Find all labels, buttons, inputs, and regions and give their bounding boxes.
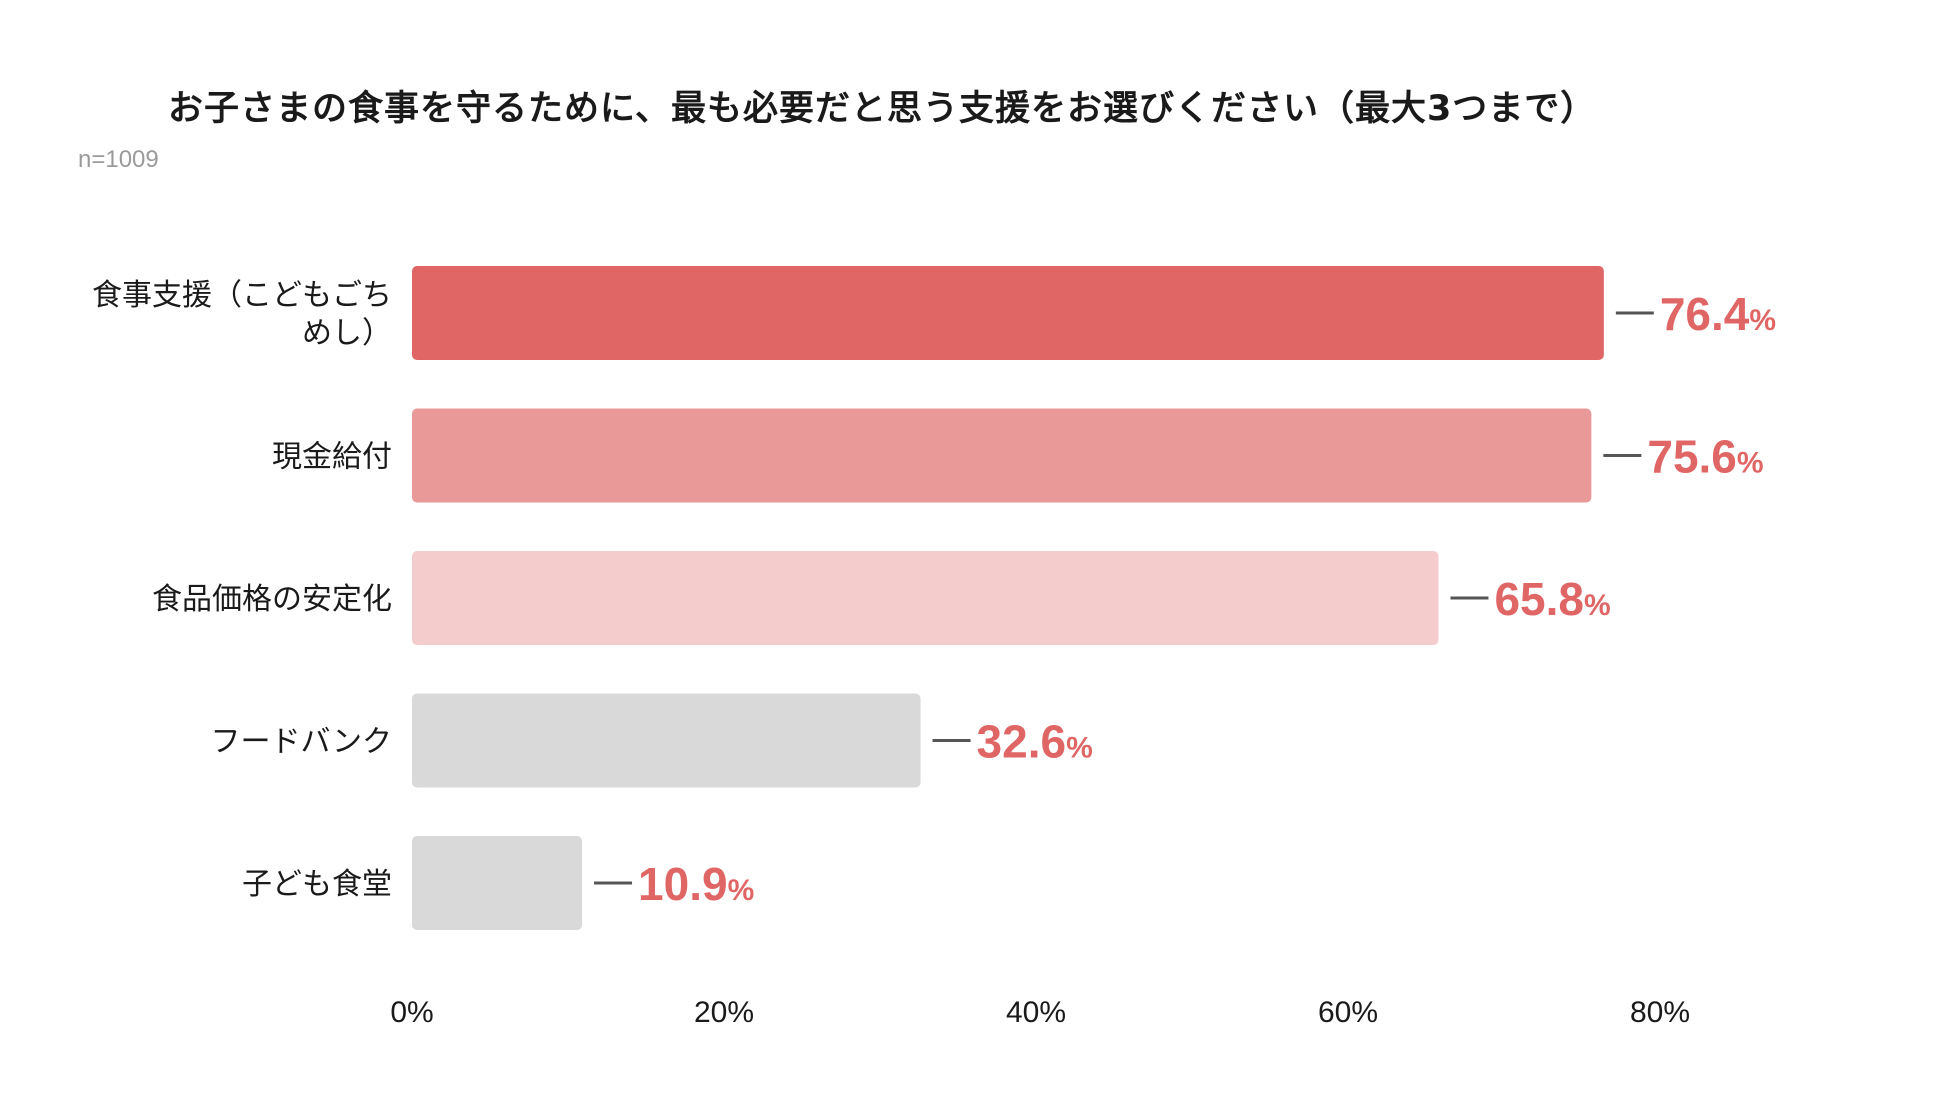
value-label: 65.8% bbox=[1494, 573, 1610, 625]
value-label: 76.4% bbox=[1660, 288, 1776, 340]
x-tick-label: 60% bbox=[1318, 996, 1378, 1029]
bar bbox=[412, 693, 921, 788]
x-tick-label: 40% bbox=[1006, 996, 1066, 1029]
value-unit: % bbox=[728, 874, 755, 907]
category-label: 現金給付 bbox=[272, 440, 392, 475]
value-label: 32.6% bbox=[977, 716, 1093, 768]
value-unit: % bbox=[1749, 304, 1776, 337]
value-label: 75.6% bbox=[1647, 431, 1763, 483]
sample-size: n=1009 bbox=[78, 146, 159, 173]
bar bbox=[412, 836, 583, 930]
bar bbox=[412, 408, 1592, 503]
bar bbox=[412, 266, 1604, 360]
category-label: めし） bbox=[302, 316, 392, 351]
x-tick-label: 0% bbox=[390, 996, 433, 1029]
value-unit: % bbox=[1066, 732, 1093, 765]
chart-title: お子さまの食事を守るために、最も必要だと思う支援をお選びください（最大3つまで） bbox=[168, 89, 1597, 129]
value-label: 10.9% bbox=[638, 858, 754, 910]
category-label: 食事支援（こどもごち bbox=[92, 278, 392, 313]
x-tick-label: 80% bbox=[1630, 996, 1690, 1029]
category-label: 食品価格の安定化 bbox=[152, 582, 392, 617]
x-tick-label: 20% bbox=[694, 996, 754, 1029]
bar bbox=[412, 551, 1439, 645]
category-label: フードバンク bbox=[211, 725, 393, 760]
category-label: 子ども食堂 bbox=[242, 867, 392, 902]
value-unit: % bbox=[1737, 447, 1764, 480]
value-unit: % bbox=[1584, 589, 1611, 622]
